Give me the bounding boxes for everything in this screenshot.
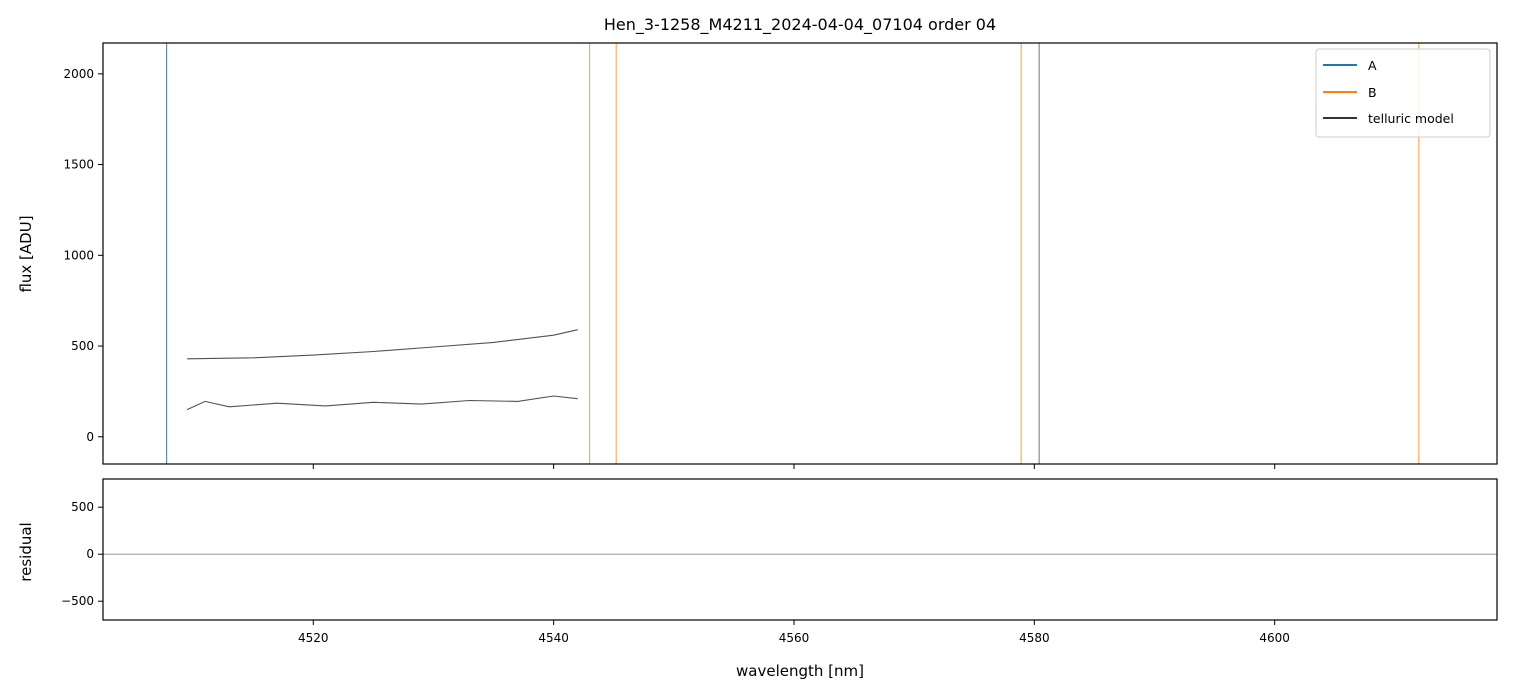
chart-title: Hen_3-1258_M4211_2024-04-04_07104 order … bbox=[604, 15, 996, 35]
telluric-model-curve-2 bbox=[186, 395, 578, 411]
y-tick-label: 0 bbox=[86, 547, 94, 561]
y-tick-label: 500 bbox=[71, 500, 94, 514]
legend-label-a: A bbox=[1368, 58, 1377, 73]
top-plot-area bbox=[103, 43, 1497, 464]
y-tick-label: 0 bbox=[86, 430, 94, 444]
x-tick-label: 4560 bbox=[779, 631, 810, 645]
bottom-frame bbox=[102, 478, 1498, 621]
bottom-panel: 4520 4540 4560 4580 4600 −500 0 500 residual wa… bbox=[17, 478, 1498, 680]
legend-box bbox=[1315, 48, 1491, 138]
y-tick-label: 1000 bbox=[63, 248, 94, 262]
bottom-series-group bbox=[103, 553, 1497, 555]
x-tick-label: 4520 bbox=[298, 631, 329, 645]
legend-label-telluric: telluric model bbox=[1368, 111, 1454, 126]
top-frame bbox=[102, 42, 1498, 465]
x-tick-label: 4600 bbox=[1259, 631, 1290, 645]
y-tick-label: 500 bbox=[71, 339, 94, 353]
bottom-plot-area bbox=[103, 479, 1497, 620]
bottom-xlabel: wavelength [nm] bbox=[736, 662, 864, 680]
y-tick-label: 2000 bbox=[63, 67, 94, 81]
top-axes: 0 500 1000 1500 2000 bbox=[63, 67, 1276, 469]
top-panel: 0 500 1000 1500 2000 flux [ADU] A B telluric… bbox=[17, 42, 1498, 469]
legend-label-b: B bbox=[1368, 85, 1377, 100]
x-tick-label: 4540 bbox=[538, 631, 569, 645]
top-ylabel: flux [ADU] bbox=[17, 215, 35, 292]
legend: A B telluric model bbox=[1315, 48, 1491, 138]
y-tick-label: −500 bbox=[61, 594, 94, 608]
bottom-ylabel: residual bbox=[17, 522, 35, 581]
x-tick-label: 4580 bbox=[1019, 631, 1050, 645]
y-tick-label: 1500 bbox=[63, 158, 94, 172]
telluric-model-curve-1 bbox=[187, 329, 578, 360]
top-series-group bbox=[166, 43, 1420, 464]
bottom-axes: 4520 4540 4560 4580 4600 −500 0 500 bbox=[61, 500, 1290, 645]
